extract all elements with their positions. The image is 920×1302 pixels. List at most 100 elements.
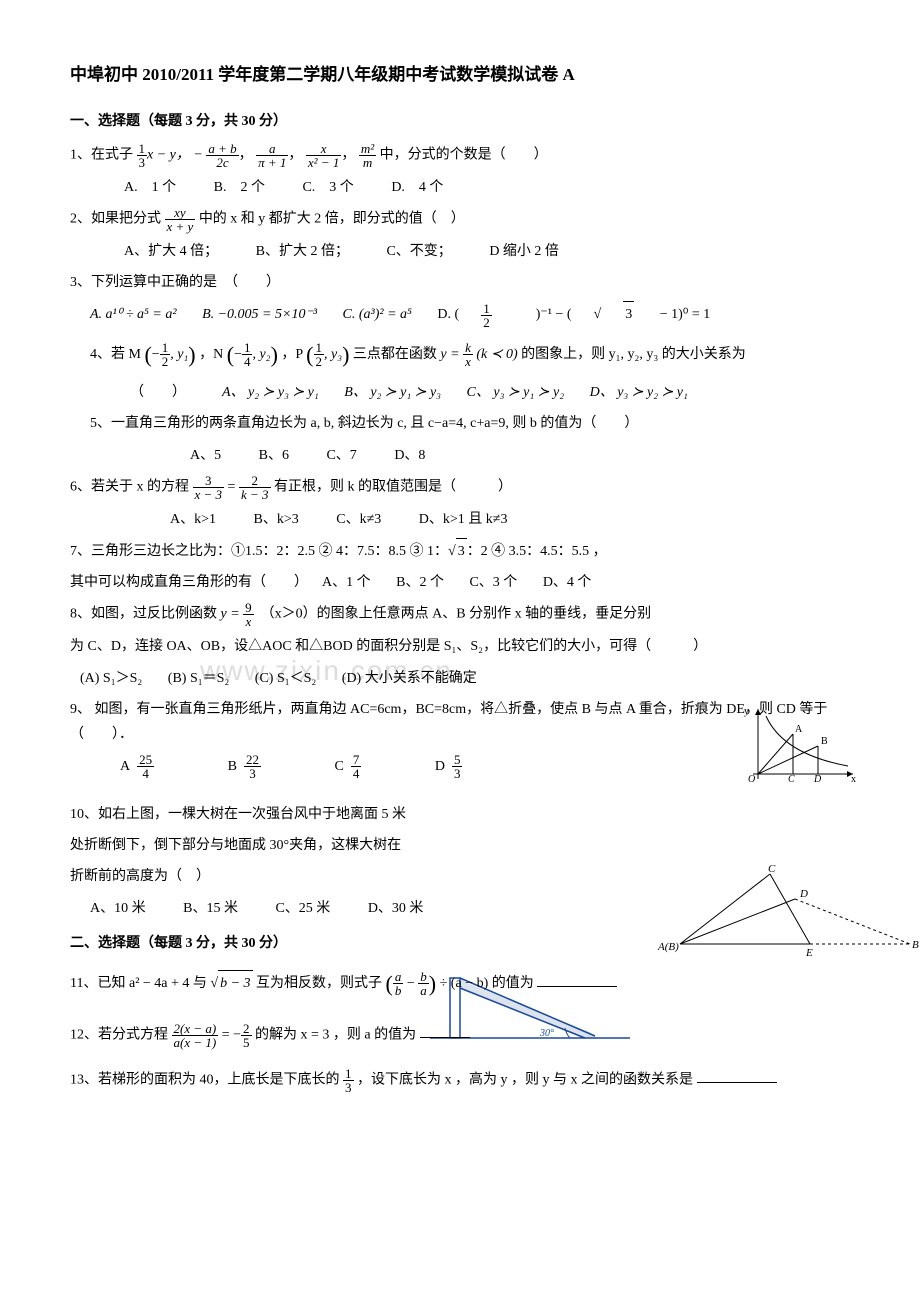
q4-stem-c: ，P [281,347,302,362]
q8-options: (A) S₁＞S₂ (B) S₁＝S₂ (C) S₁＜S₂ (D) 大小关系不能… [80,666,850,691]
q2-frac: xyx + y [165,206,196,233]
q13-blank [697,1068,777,1083]
q8-opt-a: (A) S₁＞S₂ [80,671,142,686]
question-9: 9、 如图，有一张直角三角形纸片，两直角边 AC=6cm，BC=8cm，将△折叠… [70,697,850,747]
q3-opt-c: C. (a³)² = a⁵ [343,307,412,322]
q5-opt-d: D、8 [394,448,425,463]
q1-frac3: aπ + 1 [256,142,288,169]
q8-stem-a: 8、如图，过反比例函数 [70,607,217,622]
q2-opt-b: B、扩大 2 倍； [256,244,349,259]
q4-opt-c: C、 y₃ ≻ y₁ ≻ y₂ [467,385,565,400]
q1-opt-c: C. 3 个 [302,180,353,195]
q2-opt-d: D 缩小 2 倍 [489,244,559,259]
question-3: 3、下列运算中正确的是 （ ） [70,270,850,295]
q4-opt-b: B、 y₂ ≻ y₁ ≻ y₃ [344,385,441,400]
q2-opt-a: A、扩大 4 倍； [124,244,218,259]
q1-opt-a: A. 1 个 [124,180,176,195]
q7-opt-c: C、3 个 [469,575,517,590]
question-11: 11、已知 a² − 4a + 4 与 b − 3 互为相反数，则式子 (ab … [70,964,850,1004]
q13-stem-a: 13、若梯形的面积为 40，上底长是下底长的 [70,1072,340,1087]
q7-opt-a: A、1 个 [322,575,371,590]
page-title: 中埠初中 2010/2011 学年度第二学期八年级期中考试数学模拟试卷 A [70,60,850,91]
q8-stem-b: （x＞0）的图象上任意两点 A、B 分别作 x 轴的垂线，垂足分别 [261,607,651,622]
q13-stem-b: ，设下底长为 x ，高为 y ，则 y 与 x 之间的函数关系是 [357,1072,693,1087]
q6-opt-d: D、k>1 且 k≠3 [419,512,508,527]
q10-opt-d: D、30 米 [368,901,424,916]
q6-stem-b: 有正根，则 k 的取值范围是（ ） [274,480,512,495]
q10-opt-c: C、25 米 [275,901,330,916]
svg-text:x: x [851,774,856,782]
q4-cond: (k ≺ 0) [476,347,517,362]
q11-stem-c: ÷ (a − b) 的值为 [440,976,534,991]
q1-f1-tail: x − y， [147,148,190,163]
q12-blank [420,1023,470,1038]
q7-stem-b: ：2 ④ 3.5：4.5：5.5 ， [467,544,607,559]
svg-text:B: B [912,939,919,951]
question-7: 7、三角形三边长之比为：①1.5：2：2.5 ② 4：7.5：8.5 ③ 1：3… [70,538,850,564]
q7-opt-b: B、2 个 [396,575,444,590]
q5-options: A、5 B、6 C、7 D、8 [190,443,850,468]
q5-opt-b: B、6 [259,448,289,463]
q2-stem-a: 2、如果把分式 [70,212,161,227]
q8-opt-c: (C) S₁＜S₂ [255,671,317,686]
q7-stem-a: 7、三角形三边长之比为：①1.5：2：2.5 ② 4：7.5：8.5 ③ 1： [70,544,448,559]
q4-stem-d: 三点都在函数 [353,347,437,362]
q1-opt-b: B. 2 个 [214,180,265,195]
q6-opt-b: B、k>3 [254,512,299,527]
q2-stem-b: 中的 x 和 y 都扩大 2 倍，即分式的值（ ） [199,212,465,227]
question-13: 13、若梯形的面积为 40，上底长是下底长的 13 ，设下底长为 x ，高为 y… [70,1067,850,1094]
q5-opt-c: C、7 [326,448,356,463]
q8-stem-c: 为 C、D，连接 OA、OB，设△AOC 和△BOD 的面积分别是 S₁、S₂，… [70,634,850,659]
q10-options: A、10 米 B、15 米 C、25 米 D、30 米 [90,896,850,921]
q3-opt-b: B. −0.005 = 5×10⁻³ [202,307,317,322]
q11-stem-b: 互为相反数，则式子 [256,976,382,991]
question-6: 6、若关于 x 的方程 3x − 3 = 2k − 3 有正根，则 k 的取值范… [70,474,850,501]
q3-opt-a: A. a¹⁰ ÷ a⁵ = a² [90,307,177,322]
question-5: 5、一直角三角形的两条直角边长为 a, b, 斜边长为 c, 且 c−a=4, … [90,411,850,436]
q12-stem-b: 的解为 x = 3 ，则 a 的值为 [255,1027,416,1042]
q12-stem-a: 12、若分式方程 [70,1027,168,1042]
q1-frac2: a + b2c [206,142,238,169]
q11-blank [537,972,617,987]
q8-opt-d: (D) 大小关系不能确定 [342,671,477,686]
q5-opt-a: A、5 [190,448,221,463]
q1-options: A. 1 个 B. 2 个 C. 3 个 D. 4 个 [124,175,850,200]
q2-opt-c: C、不变； [386,244,451,259]
q6-opt-a: A、k>1 [170,512,216,527]
question-2: 2、如果把分式 xyx + y 中的 x 和 y 都扩大 2 倍，即分式的值（ … [70,206,850,233]
section1-head: 一、选择题（每题 3 分，共 30 分） [70,109,850,134]
q9-options: A 254 B 223 C 74 D 53 [120,753,850,780]
q4-opt-d: D、 y₃ ≻ y₂ ≻ y₁ [590,385,688,400]
q1-stem-b: 中，分式的个数是（ ） [380,148,548,163]
q4-blank: （ ） [130,385,186,400]
q12-lhs: 2(x − a)a(x − 1) [172,1022,219,1049]
q6-stem-a: 6、若关于 x 的方程 [70,480,189,495]
q4-options: （ ） A、 y₂ ≻ y₃ ≻ y₁ B、 y₂ ≻ y₁ ≻ y₃ C、 y… [130,380,850,405]
q3-options: A. a¹⁰ ÷ a⁵ = a² B. −0.005 = 5×10⁻³ C. (… [90,301,850,328]
q1-frac1: 13 [137,142,148,169]
question-1: 1、在式子 13x − y， − a + b2c， aπ + 1， xx² − … [70,142,850,169]
q7-line2: 其中可以构成直角三角形的有（ ） A、1 个 B、2 个 C、3 个 D、4 个 [70,570,850,595]
q6-opt-c: C、k≠3 [336,512,381,527]
q6-options: A、k>1 B、k>3 C、k≠3 D、k>1 且 k≠3 [170,507,850,532]
q11-stem-a: 11、已知 a² − 4a + 4 与 [70,976,207,991]
q4-stem-e: 的图象上，则 y₁, y₂, y₃ 的大小关系为 [521,347,746,362]
q1-frac4: xx² − 1 [306,142,341,169]
q1-neg: − [193,148,202,163]
q3-opt-d: D. (12)⁻¹ − (3 − 1)⁰ = 1 [437,307,732,322]
q7-opt-d: D、4 个 [543,575,592,590]
q6-f1: 3x − 3 [193,474,225,501]
q1-frac5: m²m [359,142,376,169]
q2-options: A、扩大 4 倍； B、扩大 2 倍； C、不变； D 缩小 2 倍 [124,239,850,264]
q8-opt-b: (B) S₁＝S₂ [168,671,230,686]
q6-f2: 2k − 3 [239,474,271,501]
q4-stem-a: 4、若 M [90,347,141,362]
q1-opt-d: D. 4 个 [391,180,443,195]
section2-head: 二、选择题（每题 3 分，共 30 分） [70,931,850,956]
q4-opt-a: A、 y₂ ≻ y₃ ≻ y₁ [222,385,319,400]
q10-opt-a: A、10 米 [90,901,146,916]
q1-stem-a: 1、在式子 [70,148,133,163]
question-10-l1: 10、如右上图，一棵大树在一次强台风中于地离面 5 米 [70,802,850,827]
q4-stem-b: ，N [199,347,223,362]
q7-stem-c: 其中可以构成直角三角形的有（ ） [70,575,308,590]
